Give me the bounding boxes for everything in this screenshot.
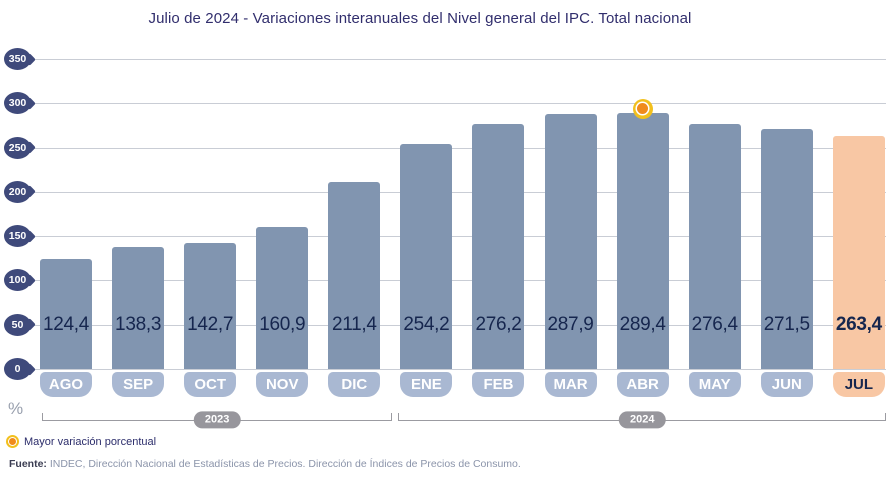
bar-column: 263,4 JUL xyxy=(832,59,885,397)
chart-title: Julio de 2024 - Variaciones interanuales… xyxy=(148,10,692,27)
bar xyxy=(616,112,669,369)
bar xyxy=(472,124,525,369)
bar xyxy=(544,114,597,369)
month-label: MAY xyxy=(688,372,741,397)
year-bracket: 2023 xyxy=(42,411,393,429)
month-label: AGO xyxy=(40,372,92,397)
gridline xyxy=(33,103,886,105)
month-label: MAR xyxy=(544,372,597,397)
bar-column: 271,5 JUN xyxy=(760,59,813,397)
bar-value-label: 254,2 xyxy=(403,314,450,335)
source-text: INDEC, Dirección Nacional de Estadística… xyxy=(49,458,521,470)
gridline xyxy=(33,59,886,60)
bar-column: 276,4 MAY xyxy=(688,59,741,397)
bar-column: 289,4 ABR xyxy=(616,59,669,397)
month-label: FEB xyxy=(472,372,525,397)
legend: Mayor variación porcentual xyxy=(6,435,156,448)
bar xyxy=(400,143,453,369)
y-axis-unit-label: % xyxy=(8,399,24,418)
month-label: OCT xyxy=(184,372,237,397)
bar-column: 138,3 SEP xyxy=(112,59,165,397)
month-label: DIC xyxy=(328,372,381,397)
bar-value-label: 124,4 xyxy=(42,314,90,335)
gridline xyxy=(33,369,886,370)
y-axis-badge: 250 xyxy=(4,136,31,159)
bar xyxy=(760,128,813,369)
bar xyxy=(832,135,885,369)
bar-value-label: 138,3 xyxy=(115,314,162,335)
bar-value-label: 276,4 xyxy=(691,314,738,335)
month-label: NOV xyxy=(256,372,309,397)
bar-column: 124,4 AGO xyxy=(40,59,92,397)
month-label: JUL xyxy=(832,372,885,397)
bars-container: 124,4 AGO 138,3 SEP 142,7 OCT 160,9 NOV 211,4 DIC… xyxy=(40,59,885,397)
y-axis-badge: 150 xyxy=(4,225,31,248)
bar-value-label: 287,9 xyxy=(547,314,594,335)
source-note: Fuente: INDEC, Dirección Nacional de Est… xyxy=(9,458,521,470)
bar-value-label: 263,4 xyxy=(835,314,882,335)
gridline xyxy=(33,280,886,282)
year-label: 2024 xyxy=(618,411,666,429)
month-label: JUN xyxy=(760,372,813,397)
bar-value-label: 289,4 xyxy=(619,314,666,335)
bar xyxy=(112,246,165,369)
bar-value-label: 160,9 xyxy=(259,314,306,335)
bar-value-label: 271,5 xyxy=(763,314,810,335)
y-axis-badge: 200 xyxy=(4,180,31,203)
bar-column: 211,4 DIC xyxy=(328,59,381,397)
year-bracket: 2024 xyxy=(398,411,886,429)
bar xyxy=(184,242,237,369)
gold-orange-dot-icon xyxy=(6,435,19,448)
bar-value-label: 142,7 xyxy=(187,314,234,335)
y-axis-badge: 50 xyxy=(4,313,31,336)
year-label: 2023 xyxy=(193,411,241,429)
bar xyxy=(688,124,741,369)
y-axis-badge: 0 xyxy=(4,358,31,380)
bar-column: 160,9 NOV xyxy=(256,59,309,397)
bar xyxy=(256,226,309,369)
month-label: ABR xyxy=(616,372,669,397)
bar-value-label: 211,4 xyxy=(331,314,377,335)
bar xyxy=(40,258,92,369)
bar xyxy=(328,181,381,369)
gridline xyxy=(33,147,886,149)
source-prefix: Fuente: xyxy=(9,458,47,470)
bar-column: 254,2 ENE xyxy=(400,59,453,397)
bar-value-label: 276,2 xyxy=(475,314,522,335)
y-axis-badge: 300 xyxy=(4,92,31,115)
legend-label: Mayor variación porcentual xyxy=(24,435,157,448)
month-label: SEP xyxy=(112,372,165,397)
bar-column: 276,2 FEB xyxy=(472,59,525,397)
bar-column: 287,9 MAR xyxy=(544,59,597,397)
y-axis-badge: 100 xyxy=(4,269,31,292)
y-axis-badge: 350 xyxy=(4,48,31,70)
month-label: ENE xyxy=(400,372,453,397)
gridline xyxy=(33,191,886,193)
gridline xyxy=(33,324,886,326)
bar-column: 142,7 OCT xyxy=(184,59,237,397)
gridline xyxy=(33,236,886,238)
max-variation-marker-icon xyxy=(632,98,653,119)
